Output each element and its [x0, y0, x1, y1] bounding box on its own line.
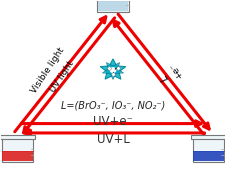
Text: +e⁻: +e⁻ — [166, 60, 184, 80]
Polygon shape — [100, 59, 125, 79]
Text: UV+L: UV+L — [96, 133, 129, 146]
FancyBboxPatch shape — [2, 138, 33, 162]
FancyBboxPatch shape — [190, 135, 225, 139]
Text: UV+e⁻: UV+e⁻ — [93, 115, 132, 128]
Text: UV light: UV light — [49, 59, 76, 94]
Bar — [193, 151, 223, 161]
Text: Visible light: Visible light — [29, 46, 66, 95]
Bar — [2, 151, 32, 161]
Bar — [97, 1, 128, 11]
Polygon shape — [102, 63, 123, 80]
Circle shape — [110, 68, 115, 72]
FancyBboxPatch shape — [192, 138, 223, 162]
Text: L=(BrO₃⁻, IO₃⁻, NO₂⁻): L=(BrO₃⁻, IO₃⁻, NO₂⁻) — [61, 101, 164, 111]
FancyBboxPatch shape — [0, 135, 35, 139]
Text: L: L — [158, 73, 170, 83]
FancyBboxPatch shape — [97, 0, 128, 12]
